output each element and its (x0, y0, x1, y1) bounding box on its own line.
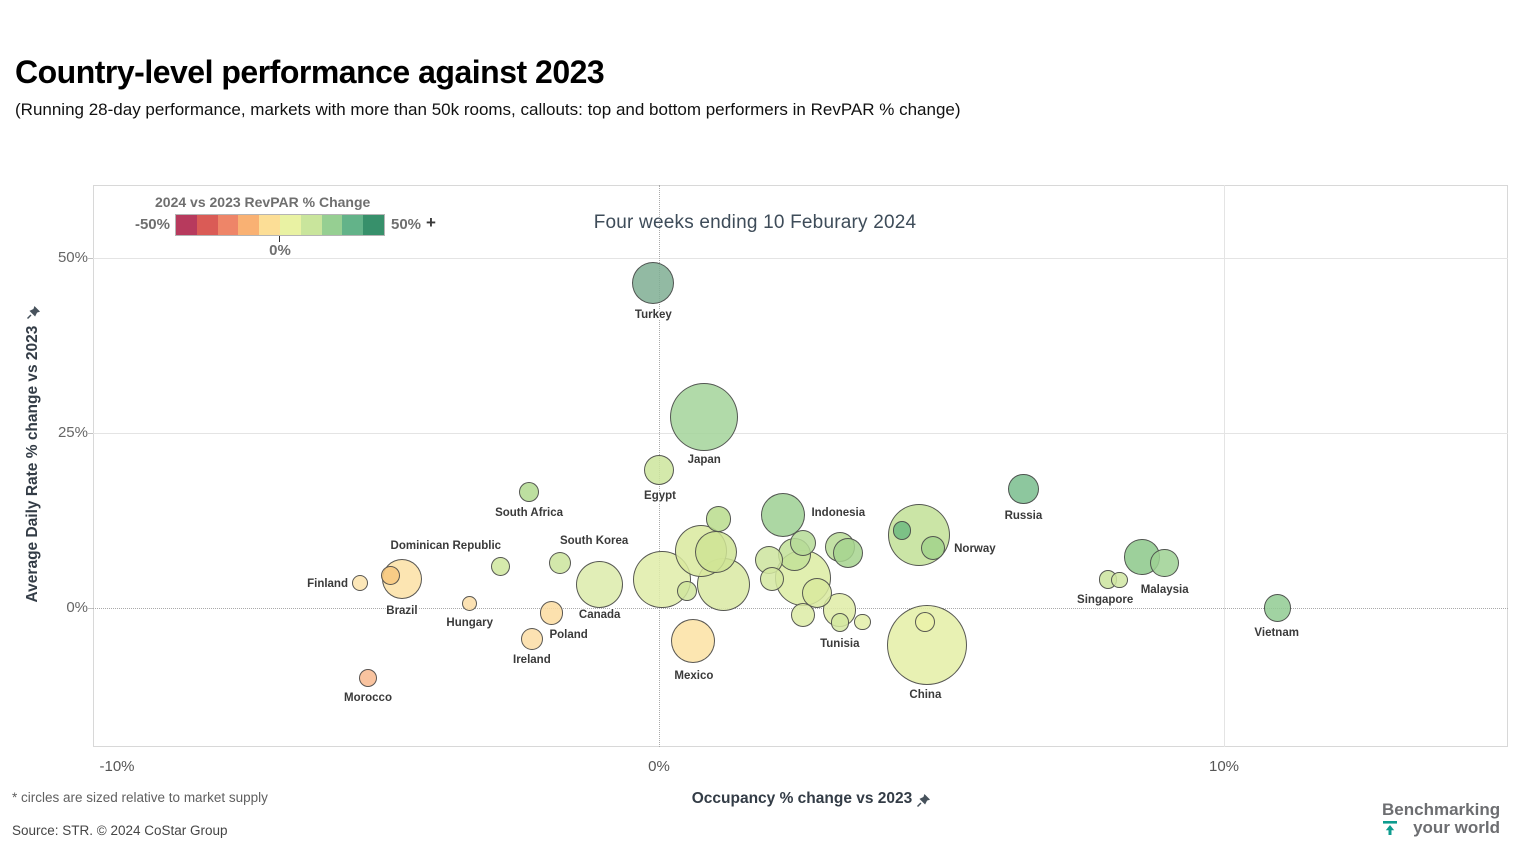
country-label-canada: Canada (578, 608, 621, 621)
country-label-brazil: Brazil (386, 605, 418, 618)
x-tick--10-: -10% (99, 758, 135, 775)
bubble-mexico[interactable] (670, 618, 716, 664)
x-tick-10-: 10% (1208, 758, 1240, 775)
bubble-turkey[interactable] (632, 262, 675, 305)
bubble-unlabeled[interactable] (833, 537, 864, 568)
bubble-unlabeled[interactable] (381, 565, 401, 585)
gridline-y-25 (93, 433, 1508, 434)
bubble-poland[interactable] (539, 601, 564, 625)
country-label-turkey: Turkey (634, 309, 672, 322)
legend-swatch (259, 215, 280, 235)
legend-swatch (363, 215, 384, 235)
bubble-unlabeled[interactable] (760, 567, 784, 592)
country-label-norway: Norway (954, 543, 996, 556)
bubble-morocco[interactable] (358, 668, 378, 688)
y-tick-mark (88, 608, 93, 609)
country-label-morocco: Morocco (344, 692, 392, 704)
country-label-singapore: Singapore (1077, 594, 1134, 607)
period-annotation: Four weeks ending 10 Feburary 2024 (593, 212, 917, 233)
x-axis-pin-icon[interactable] (916, 793, 931, 808)
legend-title: 2024 vs 2023 RevPAR % Change (155, 194, 371, 210)
country-label-hungary: Hungary (446, 616, 494, 629)
bubble-hungary[interactable] (462, 596, 478, 612)
bubble-tunisia[interactable] (830, 613, 850, 632)
y-axis-title: Average Daily Rate % change vs 2023 (24, 325, 41, 603)
legend-swatch (321, 215, 343, 235)
source-credit: Source: STR. © 2024 CoStar Group (12, 823, 228, 838)
page-subtitle: (Running 28-day performance, markets wit… (15, 100, 961, 119)
bubble-unlabeled[interactable] (677, 581, 698, 602)
x-axis-title: Occupancy % change vs 2023 (691, 790, 913, 807)
bubble-unlabeled[interactable] (892, 521, 912, 540)
logo-text-line2: your world (1413, 818, 1500, 837)
str-logo: Benchmarking your world (1382, 800, 1501, 837)
bubble-unlabeled[interactable] (694, 531, 737, 573)
country-label-russia: Russia (1004, 510, 1043, 522)
legend-swatch (342, 215, 364, 235)
bubble-south-korea[interactable] (549, 552, 572, 575)
legend-swatch (279, 215, 301, 235)
country-label-mexico: Mexico (674, 669, 714, 682)
country-label-ireland: Ireland (513, 653, 551, 666)
bubble-unlabeled[interactable] (705, 506, 732, 532)
legend-swatch (300, 215, 322, 235)
y-tick-50-: 50% (57, 249, 88, 266)
bubble-indonesia[interactable] (761, 492, 806, 537)
page-title: Country-level performance against 2023 (15, 54, 605, 90)
country-label-finland: Finland (307, 577, 348, 590)
country-label-indonesia: Indonesia (811, 506, 866, 519)
y-tick-0-: 0% (66, 599, 88, 616)
y-tick-25-: 25% (57, 424, 88, 441)
bubble-unlabeled[interactable] (791, 603, 816, 627)
legend-max-label: 50% (391, 216, 422, 233)
legend-expand-button[interactable]: + (426, 213, 436, 232)
bubble-unlabeled[interactable] (789, 529, 817, 557)
legend-zero-tick (279, 236, 280, 242)
country-label-egypt: Egypt (644, 490, 676, 503)
bubble-dominican-republic[interactable] (491, 556, 511, 576)
legend-swatch (238, 215, 260, 235)
bubble-vietnam[interactable] (1263, 594, 1292, 622)
country-label-south-korea: South Korea (559, 535, 629, 548)
gridline-x-10 (1224, 185, 1225, 747)
y-tick-mark (88, 258, 93, 259)
country-label-south-africa: South Africa (495, 506, 564, 519)
bubble-japan[interactable] (670, 382, 739, 451)
bubble-finland[interactable] (351, 574, 368, 591)
logo-arrow-icon (1383, 820, 1397, 835)
bubble-ireland[interactable] (520, 627, 543, 650)
bubble-unlabeled[interactable] (1111, 571, 1128, 589)
logo-text-line1: Benchmarking (1382, 800, 1501, 819)
bubble-malaysia[interactable] (1150, 548, 1179, 578)
legend-color-ramp[interactable] (175, 214, 385, 236)
gridline-y-50 (93, 258, 1508, 259)
country-label-dominican-republic: Dominican Republic (390, 540, 502, 552)
country-label-malaysia: Malaysia (1140, 584, 1189, 597)
bubble-egypt[interactable] (644, 455, 674, 486)
plot-area (93, 185, 1508, 747)
x-tick-0-: 0% (648, 758, 670, 775)
country-label-poland: Poland (549, 628, 588, 641)
legend-swatch (217, 215, 239, 235)
legend-swatch (176, 215, 197, 235)
bubble-russia[interactable] (1008, 473, 1039, 505)
country-label-vietnam: Vietnam (1254, 627, 1299, 639)
legend-zero-label: 0% (269, 242, 291, 259)
legend-swatch (196, 215, 218, 235)
bubble-canada[interactable] (576, 561, 624, 609)
country-label-tunisia: Tunisia (820, 637, 860, 650)
bubble-south-africa[interactable] (519, 481, 540, 502)
bubble-unlabeled[interactable] (854, 613, 871, 631)
country-label-china: China (909, 689, 942, 702)
legend-min-label: -50% (134, 216, 170, 233)
bubble-unlabeled[interactable] (921, 535, 946, 560)
y-axis-pin-icon[interactable] (26, 305, 41, 320)
size-footnote: * circles are sized relative to market s… (12, 790, 268, 805)
country-label-japan: Japan (687, 453, 721, 466)
y-tick-mark (88, 433, 93, 434)
bubble-unlabeled[interactable] (914, 612, 935, 632)
